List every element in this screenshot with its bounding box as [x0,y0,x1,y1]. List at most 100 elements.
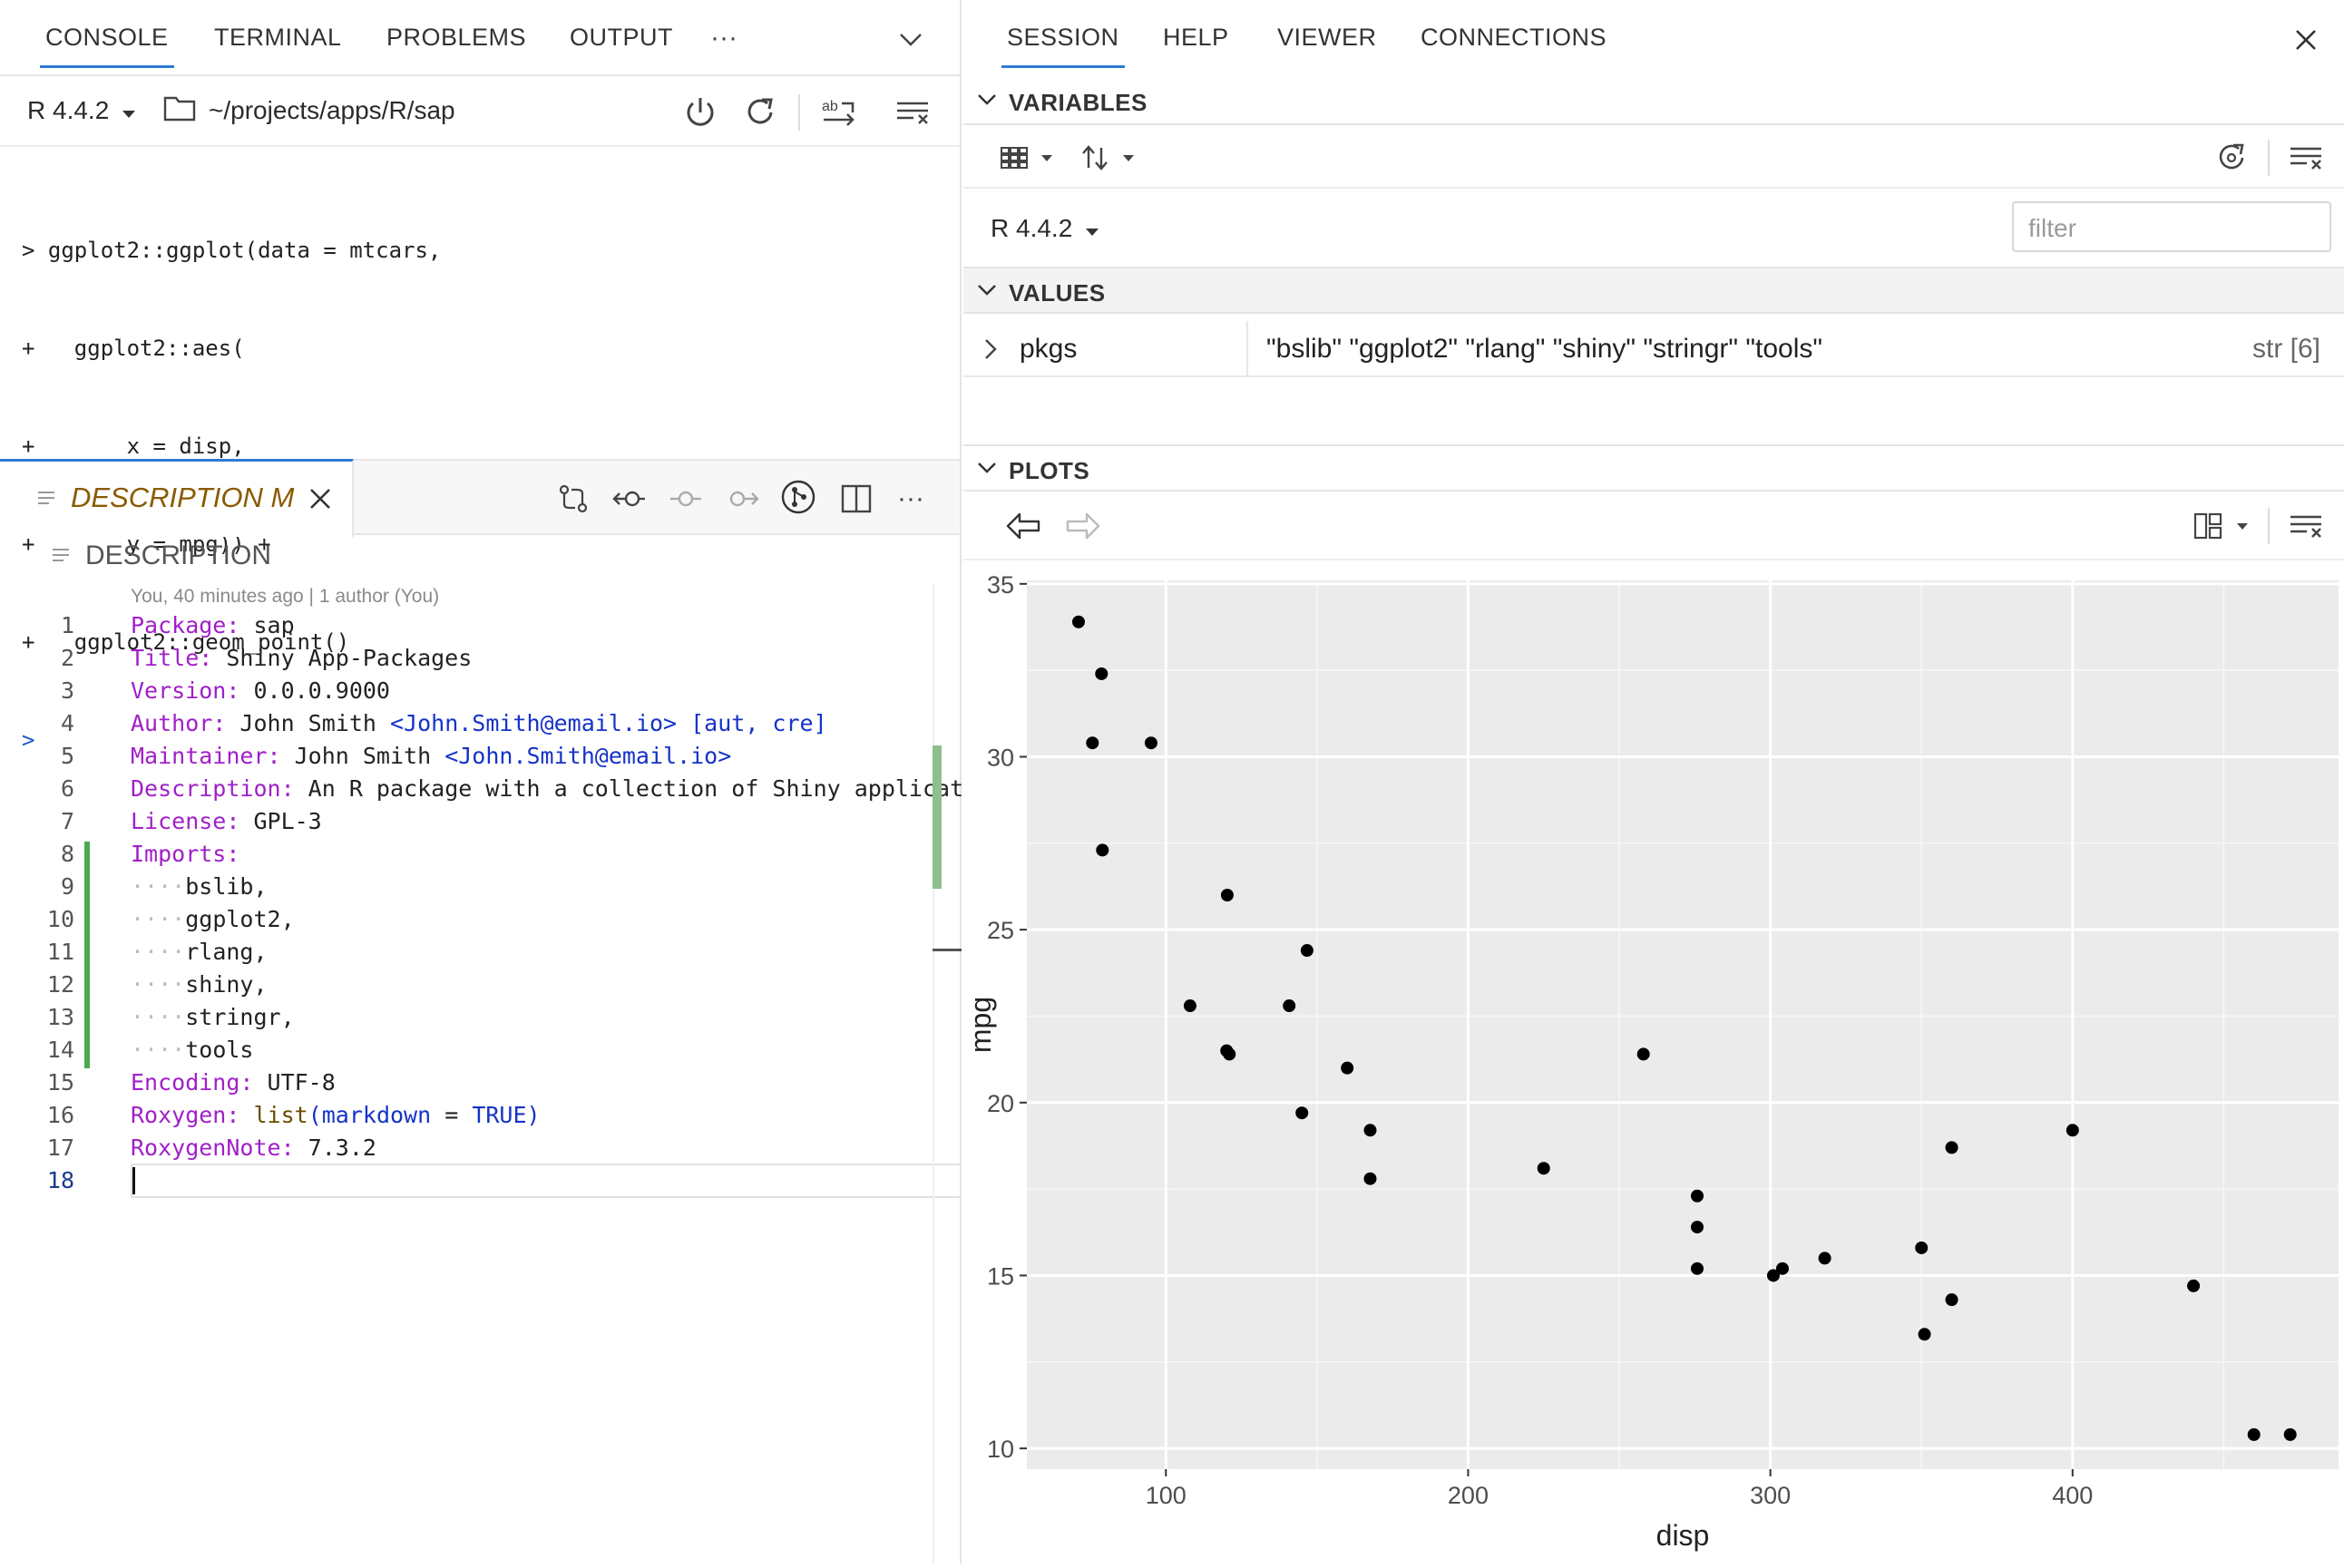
line-number: 18 [46,1167,74,1193]
code-line[interactable]: 17 RoxygenNote: 7.3.2 [0,1132,962,1164]
y-tick-label: 30 [987,744,1014,771]
console-output[interactable]: > ggplot2::ggplot(data = mtcars, + ggplo… [22,169,441,822]
axes: 100 200 300 400 10 15 20 25 30 35 [987,571,2093,1509]
line-content: ····tools [131,1037,254,1063]
more-actions-icon[interactable]: ··· [897,483,924,513]
tab-viewer[interactable]: VIEWER [1277,24,1377,51]
plot-layout-menu-icon[interactable] [2190,506,2257,546]
tab-connections[interactable]: CONNECTIONS [1421,24,1607,51]
code-line[interactable]: 16 Roxygen: list(markdown = TRUE) [0,1099,962,1132]
overview-ruler[interactable] [933,584,934,1563]
filter-input[interactable]: filter [2012,201,2331,252]
r-version-selector[interactable]: R 4.4.2 [27,96,136,125]
console-prompt[interactable]: > [22,727,35,753]
line-content: ····rlang, [131,939,268,965]
values-section-header[interactable]: VALUES [963,267,2344,314]
tab-output[interactable]: OUTPUT [570,24,673,51]
editor-tab-description[interactable]: DESCRIPTION M [0,459,354,537]
y-axis-label: mpg [964,997,997,1053]
secondary-tabbar: SESSION HELP VIEWER CONNECTIONS [963,0,2344,80]
previous-change-icon[interactable] [610,479,649,519]
code-line[interactable]: 14 ····tools [0,1034,962,1066]
clear-plots-icon[interactable] [2286,506,2326,546]
x-tick-label: 100 [1146,1482,1187,1509]
console-line: + ggplot2::geom_point() [22,629,350,655]
variable-row[interactable]: pkgs "bslib" "ggplot2" "rlang" "shiny" "… [963,321,2344,377]
data-point [1363,1172,1377,1185]
line-content: Title: Shiny App-Packages [131,645,473,671]
chevron-down-icon[interactable] [893,22,929,58]
clear-console-icon[interactable] [893,93,933,132]
code-line[interactable]: 3 Version: 0.0.0.9000 [0,675,962,707]
tab-help[interactable]: HELP [1163,24,1229,51]
line-number: 10 [46,906,74,932]
tab-console[interactable]: CONSOLE [40,24,174,68]
tab-problems[interactable]: PROBLEMS [386,24,527,51]
code-line[interactable]: 8 Imports: [0,838,962,871]
code-line[interactable]: 10 ····ggplot2, [0,903,962,936]
line-number: 13 [46,1004,74,1030]
data-point [1283,999,1296,1013]
code-line[interactable]: 6 Description: An R package with a collec… [0,773,962,805]
code-line[interactable]: 18 [0,1164,962,1198]
more-tabs-icon[interactable]: ··· [710,23,737,53]
code-line[interactable]: 1 Package: sap [0,609,962,642]
y-tick-label: 15 [987,1262,1014,1290]
breadcrumb-file[interactable]: DESCRIPTION [85,541,272,570]
data-point [1818,1251,1831,1265]
code-line[interactable]: 13 ····stringr, [0,1001,962,1034]
scroll-cursor-marker [933,949,962,951]
chevron-down-icon [978,94,996,105]
data-point [1183,999,1196,1013]
data-point [1915,1241,1929,1254]
git-blame-info[interactable]: You, 40 minutes ago | 1 author (You) [131,586,440,607]
previous-plot-icon[interactable] [1003,506,1043,546]
working-directory[interactable]: ~/projects/apps/R/sap [209,96,455,124]
split-editor-icon[interactable] [836,479,876,519]
code-line[interactable]: 11 ····rlang, [0,936,962,969]
next-change-icon[interactable] [722,479,762,519]
data-point [1766,1269,1780,1282]
restart-icon[interactable] [740,93,780,132]
console-line: + ggplot2::aes( [22,336,245,361]
grouping-menu-icon[interactable] [996,140,1060,176]
tab-session[interactable]: SESSION [1001,24,1125,68]
breadcrumb[interactable]: DESCRIPTION [51,541,271,571]
clear-variables-icon[interactable] [2286,138,2326,178]
code-line[interactable]: 2 Title: Shiny App-Packages [0,642,962,675]
sort-menu-icon[interactable] [1078,140,1141,176]
code-line[interactable]: 12 ····shiny, [0,969,962,1001]
git-graph-icon[interactable] [778,477,818,517]
close-icon[interactable] [2288,22,2324,58]
code-line[interactable]: 5 Maintainer: John Smith <John.Smith@emai… [0,740,962,773]
code-line[interactable]: 9 ····bslib, [0,871,962,903]
tab-terminal[interactable]: TERMINAL [214,24,342,51]
data-point [2066,1124,2079,1137]
variables-section-header[interactable]: VARIABLES [963,78,2344,125]
variable-name: pkgs [1020,334,1078,364]
data-point [1690,1189,1704,1203]
values-title: VALUES [1009,279,1106,307]
session-r-version-selector[interactable]: R 4.4.2 [991,214,1099,243]
code-line[interactable]: 15 Encoding: UTF-8 [0,1066,962,1099]
refresh-icon[interactable] [2212,138,2251,178]
x-tick-label: 400 [2052,1482,2093,1509]
plot-viewer[interactable]: 100 200 300 400 10 15 20 25 30 35 disp mpg [963,562,2344,1563]
data-point [1095,667,1109,680]
plots-section-header[interactable]: PLOTS [963,444,2344,492]
open-changes-icon[interactable] [553,479,593,519]
power-icon[interactable] [680,93,720,132]
line-number: 11 [46,939,74,965]
text-cursor [132,1167,135,1194]
gutter-modified-indicator[interactable] [84,842,90,1068]
data-point [1690,1221,1704,1234]
next-plot-icon[interactable] [1063,506,1103,546]
code-line[interactable]: 4 Author: John Smith <John.Smith@email.io… [0,707,962,740]
data-point [1690,1261,1704,1275]
commit-icon[interactable] [666,479,706,519]
close-icon[interactable] [308,487,332,515]
code-line[interactable]: 7 License: GPL-3 [0,805,962,838]
bottom-panel-tabbar: CONSOLE TERMINAL PROBLEMS OUTPUT ··· [0,0,960,76]
word-wrap-icon[interactable]: ab [818,93,858,132]
column-divider[interactable] [1246,321,1248,377]
